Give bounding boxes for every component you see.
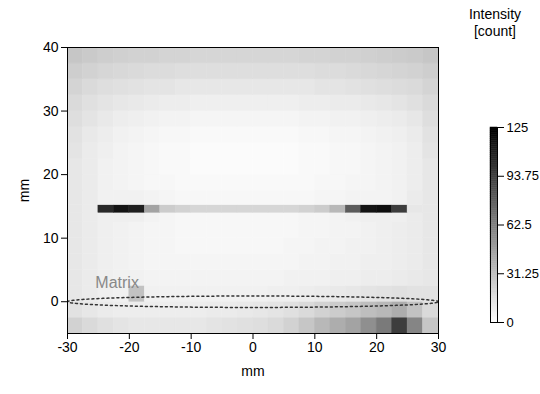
svg-text:Matrix: Matrix bbox=[95, 274, 139, 291]
svg-text:30: 30 bbox=[431, 339, 447, 355]
html-text:[count]: [count] bbox=[474, 23, 516, 39]
svg-text:20: 20 bbox=[369, 339, 385, 355]
svg-text:-10: -10 bbox=[181, 339, 201, 355]
svg-text:40: 40 bbox=[43, 39, 59, 55]
svg-text:0: 0 bbox=[51, 293, 59, 309]
svg-text:10: 10 bbox=[43, 230, 59, 246]
svg-text:mm: mm bbox=[241, 363, 264, 379]
svg-text:93.75: 93.75 bbox=[507, 168, 540, 183]
svg-text:0: 0 bbox=[507, 315, 514, 330]
svg-text:20: 20 bbox=[43, 166, 59, 182]
svg-text:10: 10 bbox=[307, 339, 323, 355]
html-text:Intensity: Intensity bbox=[468, 6, 522, 22]
svg-text:125: 125 bbox=[507, 120, 529, 135]
svg-text:0: 0 bbox=[249, 339, 257, 355]
svg-text:-20: -20 bbox=[119, 339, 139, 355]
svg-text:30: 30 bbox=[43, 103, 59, 119]
svg-text:62.5: 62.5 bbox=[507, 217, 532, 232]
svg-text:mm: mm bbox=[16, 179, 32, 202]
svg-text:31.25: 31.25 bbox=[507, 266, 540, 281]
svg-text:-30: -30 bbox=[57, 339, 77, 355]
